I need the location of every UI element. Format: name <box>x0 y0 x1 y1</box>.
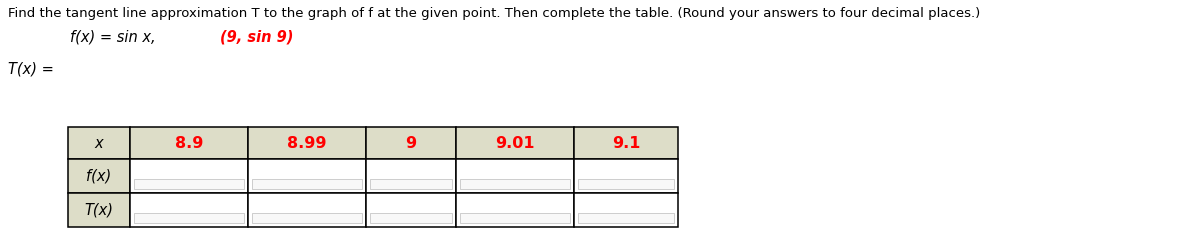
Bar <box>248 159 366 193</box>
Text: f(x) = sin x,: f(x) = sin x, <box>70 29 156 44</box>
Text: 8.99: 8.99 <box>287 136 326 150</box>
Text: Find the tangent line approximation T to the graph of f at the given point. Then: Find the tangent line approximation T to… <box>8 7 980 20</box>
Text: 9.01: 9.01 <box>496 136 535 150</box>
Bar <box>456 193 574 227</box>
Bar <box>366 193 456 227</box>
Bar <box>460 213 570 223</box>
Bar <box>74 170 205 206</box>
Text: T(x) =: T(x) = <box>8 61 54 76</box>
Bar <box>130 193 248 227</box>
Bar <box>366 159 456 193</box>
Text: 9.1: 9.1 <box>612 136 640 150</box>
Text: 8.9: 8.9 <box>175 136 203 150</box>
Bar <box>248 127 366 159</box>
Text: T(x): T(x) <box>84 202 114 218</box>
Bar <box>68 193 130 227</box>
Text: x: x <box>95 136 103 150</box>
Bar <box>578 179 674 189</box>
Text: 9: 9 <box>406 136 416 150</box>
Text: (9, sin 9): (9, sin 9) <box>220 29 293 44</box>
Bar <box>130 159 248 193</box>
Bar <box>578 213 674 223</box>
Bar <box>134 179 244 189</box>
Bar <box>252 179 362 189</box>
Bar <box>456 159 574 193</box>
Bar <box>460 179 570 189</box>
Bar <box>370 179 452 189</box>
Bar <box>68 159 130 193</box>
Bar <box>248 193 366 227</box>
Bar <box>574 159 678 193</box>
Bar <box>252 213 362 223</box>
Bar <box>456 127 574 159</box>
Bar <box>574 127 678 159</box>
Bar <box>134 213 244 223</box>
Bar <box>370 213 452 223</box>
Text: f(x): f(x) <box>86 169 112 183</box>
Bar <box>68 127 130 159</box>
Bar <box>366 127 456 159</box>
Bar <box>130 127 248 159</box>
Bar <box>574 193 678 227</box>
